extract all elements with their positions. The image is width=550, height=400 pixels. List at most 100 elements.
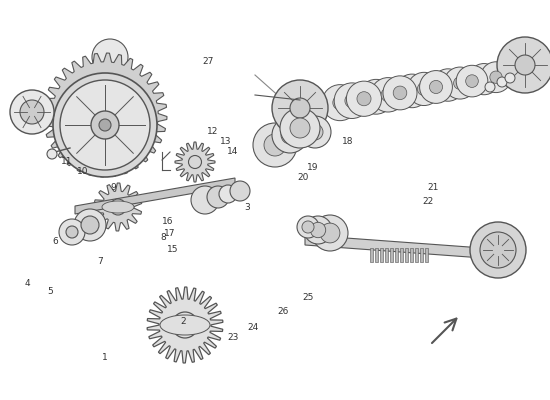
Circle shape <box>456 65 488 97</box>
Circle shape <box>359 79 393 114</box>
Text: 11: 11 <box>61 158 73 166</box>
Circle shape <box>420 70 453 103</box>
Text: 21: 21 <box>427 182 439 192</box>
Ellipse shape <box>102 201 134 213</box>
Circle shape <box>505 73 515 83</box>
Circle shape <box>302 221 314 233</box>
Circle shape <box>272 80 328 136</box>
Circle shape <box>191 186 219 214</box>
Circle shape <box>59 219 85 245</box>
Circle shape <box>405 84 419 98</box>
Circle shape <box>74 209 106 241</box>
Circle shape <box>264 134 286 156</box>
Polygon shape <box>410 248 413 262</box>
Circle shape <box>10 90 54 134</box>
Circle shape <box>480 232 516 268</box>
Text: 15: 15 <box>167 246 179 254</box>
Circle shape <box>320 223 340 243</box>
Circle shape <box>497 77 507 87</box>
Text: 16: 16 <box>162 218 174 226</box>
Circle shape <box>490 71 502 83</box>
Circle shape <box>322 85 358 121</box>
Circle shape <box>189 156 201 168</box>
Polygon shape <box>15 105 75 130</box>
Text: 27: 27 <box>202 58 214 66</box>
Circle shape <box>408 72 441 106</box>
Polygon shape <box>43 53 167 177</box>
Circle shape <box>381 88 395 102</box>
Circle shape <box>515 55 535 75</box>
Circle shape <box>110 199 126 215</box>
Text: 4: 4 <box>24 278 30 288</box>
Circle shape <box>454 77 466 90</box>
Circle shape <box>99 119 111 131</box>
Circle shape <box>417 82 431 96</box>
Circle shape <box>497 37 550 93</box>
Circle shape <box>485 82 495 92</box>
Circle shape <box>444 67 476 99</box>
Text: 10: 10 <box>77 168 89 176</box>
Circle shape <box>299 116 331 148</box>
Circle shape <box>66 226 78 238</box>
Text: 18: 18 <box>342 138 354 146</box>
Circle shape <box>312 215 348 251</box>
Polygon shape <box>420 248 423 262</box>
Circle shape <box>395 74 429 108</box>
Text: 3: 3 <box>244 204 250 212</box>
Circle shape <box>442 78 454 92</box>
Text: 9: 9 <box>110 182 116 192</box>
Circle shape <box>60 80 150 170</box>
Text: 2: 2 <box>180 318 186 326</box>
Circle shape <box>272 117 308 153</box>
Circle shape <box>253 123 297 167</box>
Polygon shape <box>400 248 403 262</box>
Text: 1: 1 <box>102 352 108 362</box>
Circle shape <box>91 111 119 139</box>
Circle shape <box>346 81 382 116</box>
Circle shape <box>290 118 310 138</box>
Circle shape <box>432 69 464 101</box>
Text: 20: 20 <box>298 172 309 182</box>
Text: 24: 24 <box>248 322 258 332</box>
Polygon shape <box>75 178 235 214</box>
Circle shape <box>345 94 359 108</box>
Polygon shape <box>175 142 215 182</box>
Circle shape <box>53 73 157 177</box>
Text: 22: 22 <box>422 198 433 206</box>
Text: 23: 23 <box>227 332 239 342</box>
Polygon shape <box>147 287 223 363</box>
Polygon shape <box>375 248 378 262</box>
Circle shape <box>47 149 57 159</box>
Text: 8: 8 <box>160 232 166 242</box>
Circle shape <box>172 312 198 338</box>
Circle shape <box>92 39 128 75</box>
Polygon shape <box>370 248 373 262</box>
Polygon shape <box>380 248 383 262</box>
Circle shape <box>207 186 229 208</box>
Text: 14: 14 <box>227 148 239 156</box>
Circle shape <box>290 98 310 118</box>
Polygon shape <box>425 248 428 262</box>
Circle shape <box>334 83 370 118</box>
Circle shape <box>310 222 326 238</box>
Polygon shape <box>405 248 408 262</box>
Circle shape <box>20 100 44 124</box>
Text: 5: 5 <box>47 288 53 296</box>
Circle shape <box>469 64 499 95</box>
Text: 25: 25 <box>302 292 313 302</box>
Text: 13: 13 <box>220 138 232 146</box>
Circle shape <box>369 90 383 104</box>
Circle shape <box>304 216 332 244</box>
Circle shape <box>430 80 443 94</box>
Circle shape <box>281 126 299 144</box>
Circle shape <box>333 96 347 110</box>
Polygon shape <box>385 248 388 262</box>
Circle shape <box>478 73 490 85</box>
Polygon shape <box>390 248 393 262</box>
Polygon shape <box>305 235 510 260</box>
Circle shape <box>230 181 250 201</box>
Circle shape <box>81 216 99 234</box>
Circle shape <box>297 216 319 238</box>
Text: 6: 6 <box>52 238 58 246</box>
Polygon shape <box>415 248 418 262</box>
